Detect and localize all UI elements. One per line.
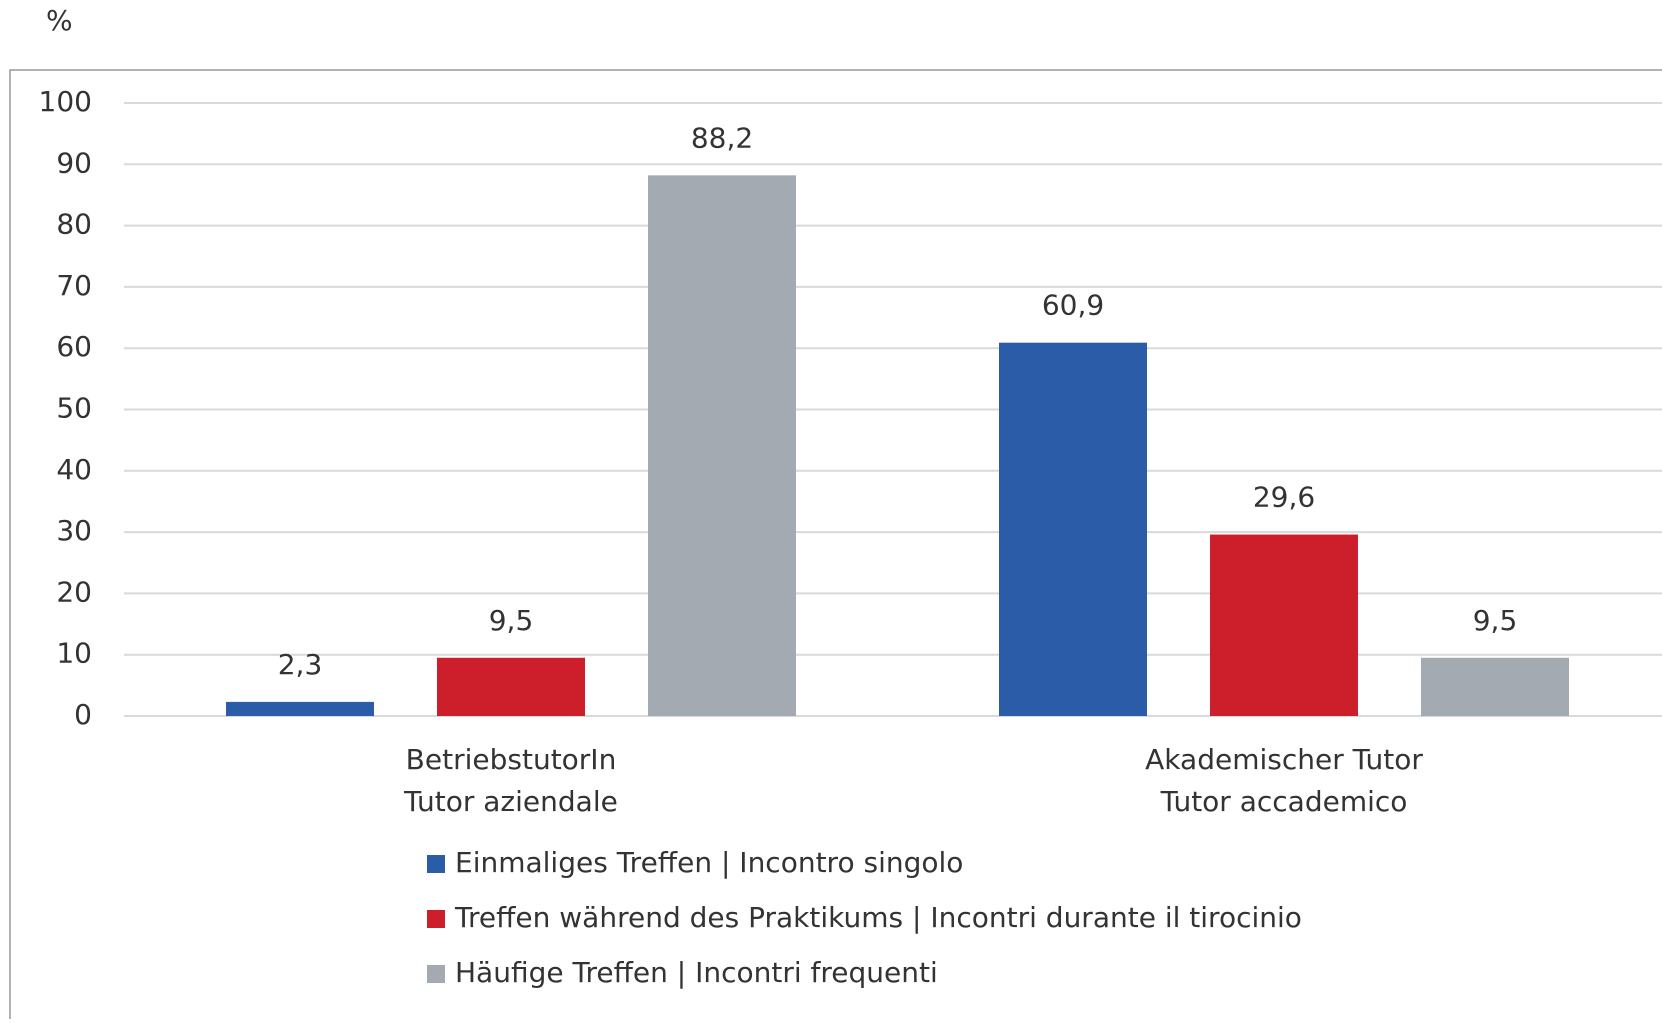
bar [1421,657,1569,716]
y-tick-label: 100 [39,85,92,118]
legend-label: Treffen während des Praktikums | Incontr… [454,901,1302,934]
data-label: 2,3 [278,648,323,681]
y-tick-label: 30 [56,514,92,547]
y-tick-label: 70 [56,269,92,302]
y-tick-label: 50 [56,392,92,425]
y-tick-label: 90 [56,146,92,179]
y-tick-label: 40 [56,453,92,486]
y-tick-label: 10 [56,637,92,670]
legend-swatch [427,855,445,873]
bar [437,657,585,716]
bar [648,175,796,717]
x-tick-label: Tutor aziendale [403,785,618,818]
data-label: 9,5 [1473,604,1518,637]
y-tick-label: 20 [56,575,92,608]
x-tick-label: Akademischer Tutor [1145,743,1423,776]
bar [226,701,374,716]
y-tick-label: 0 [74,698,92,731]
legend-swatch [427,910,445,928]
bar [1210,534,1358,716]
legend-label: Häufige Treffen | Incontri frequenti [455,956,938,989]
y-tick-label: 80 [56,208,92,241]
data-label: 60,9 [1042,289,1104,322]
y-axis-label: % [46,4,73,37]
x-tick-label: Tutor accademico [1160,785,1408,818]
chart-frame [9,69,1662,1023]
legend-swatch [427,965,445,983]
y-tick-label: 60 [56,330,92,363]
data-label: 9,5 [489,604,534,637]
legend-label: Einmaliges Treffen | Incontro singolo [455,846,963,879]
data-label: 29,6 [1253,481,1315,514]
bar [999,342,1147,716]
x-tick-label: BetriebstutorIn [406,743,617,776]
data-label: 88,2 [691,121,753,154]
